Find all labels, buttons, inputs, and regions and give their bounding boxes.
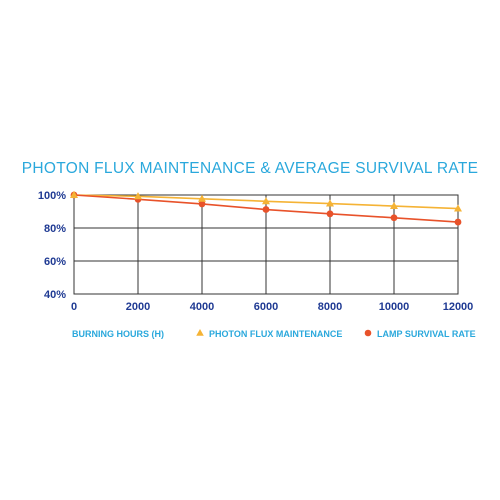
legend-marker-lamp-survival — [364, 329, 372, 337]
data-point-photon-flux — [326, 199, 334, 207]
data-point-lamp-survival — [262, 206, 270, 213]
data-point-photon-flux — [70, 190, 78, 198]
y-tick-label: 80% — [44, 223, 66, 235]
x-tick-label: 4000 — [190, 301, 214, 313]
data-point-photon-flux — [262, 197, 270, 205]
x-tick-label: 2000 — [126, 301, 150, 313]
x-axis-title: BURNING HOURS (H) — [72, 329, 164, 339]
legend: PHOTON FLUX MAINTENANCE LAMP SURVIVAL RAT… — [196, 329, 476, 339]
data-point-photon-flux — [198, 194, 206, 202]
x-tick-label: 8000 — [318, 301, 342, 313]
data-point-photon-flux — [134, 192, 142, 200]
series-points — [70, 190, 462, 226]
x-axis-tick-labels: 0 2000 4000 6000 8000 10000 12000 — [71, 301, 473, 313]
data-point-photon-flux — [390, 201, 398, 209]
x-tick-label: 12000 — [443, 301, 474, 313]
horizontal-gridlines — [74, 227, 458, 262]
chart-title: PHOTON FLUX MAINTENANCE & AVERAGE SURVIV… — [21, 160, 479, 177]
data-point-lamp-survival — [198, 200, 206, 208]
y-tick-label: 40% — [44, 289, 66, 301]
data-point-lamp-survival — [454, 218, 462, 226]
legend-label-photon-flux: PHOTON FLUX MAINTENANCE — [209, 329, 342, 339]
data-point-photon-flux — [454, 204, 462, 212]
x-tick-label: 0 — [71, 301, 77, 313]
data-point-lamp-survival — [390, 214, 398, 222]
x-tick-label: 6000 — [254, 301, 278, 313]
y-axis-tick-labels: 40% 60% 80% 100% — [38, 190, 66, 301]
y-tick-label: 100% — [38, 190, 66, 202]
data-point-lamp-survival — [326, 210, 334, 218]
x-tick-label: 10000 — [379, 301, 410, 313]
legend-label-lamp-survival: LAMP SURVIVAL RATE — [377, 329, 476, 339]
legend-marker-photon-flux — [196, 329, 204, 336]
y-tick-label: 60% — [44, 256, 66, 268]
